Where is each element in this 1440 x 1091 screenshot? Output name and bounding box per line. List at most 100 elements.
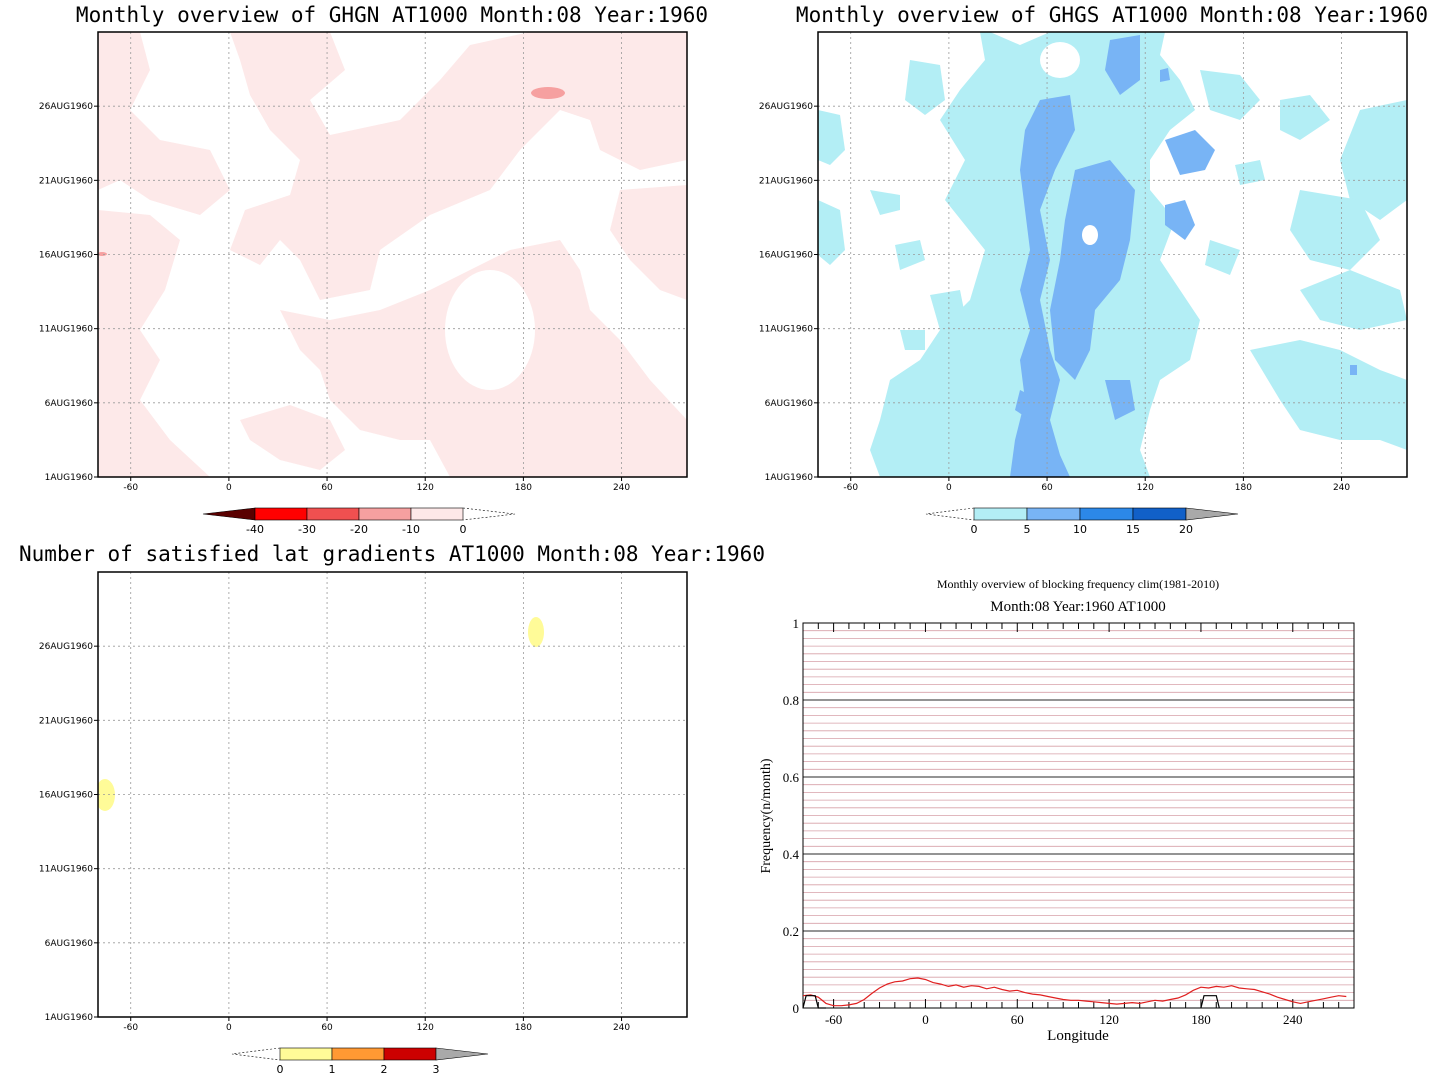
y-tick-label: 26AUG1960	[39, 642, 93, 652]
y-tick-label: 21AUG1960	[39, 176, 93, 186]
ghgs-fill-light	[930, 290, 965, 330]
ghgs-grid	[814, 32, 1407, 481]
y-tick-label: 16AUG1960	[39, 791, 93, 801]
x-tick-label: 180	[1191, 1012, 1211, 1027]
latgrad-y-tick-labels: 1AUG1960 6AUG1960 11AUG1960 16AUG1960 21AUG1…	[39, 642, 93, 1023]
panel-blocking: Monthly overview of blocking frequency c…	[759, 577, 1355, 1044]
x-tick-label: -60	[123, 483, 138, 493]
ghgs-fill-light	[1280, 95, 1330, 140]
ghgs-fill-light	[1290, 190, 1380, 270]
blocking-y-axis-label: Frequency(n/month)	[759, 758, 774, 873]
ghgn-fill-medium	[98, 252, 107, 256]
x-tick-label: 60	[321, 1023, 333, 1033]
ghgn-x-tick-labels: -60 0 60 120 180 240	[123, 483, 630, 493]
colorbar-label: 1	[329, 1063, 336, 1076]
x-tick-label: 240	[613, 483, 630, 493]
x-tick-label: 60	[1041, 483, 1053, 493]
y-tick-label: 0.4	[783, 847, 800, 862]
colorbar-label: -10	[402, 523, 420, 536]
ghgs-fill-light	[1340, 100, 1407, 220]
panel-latgrad-title: Number of satisfied lat gradients AT1000…	[19, 542, 765, 566]
colorbar-box	[1079, 507, 1134, 521]
x-tick-label: 120	[1137, 483, 1154, 493]
x-tick-label: 60	[321, 483, 333, 493]
x-tick-label: -60	[843, 483, 858, 493]
blocking-x-ticks: -60 0 60 120 180 240	[802, 623, 1355, 1027]
ghgs-fill-light	[818, 110, 845, 165]
y-tick-label: 11AUG1960	[39, 865, 93, 875]
ghgs-fill-medium	[1015, 390, 1030, 420]
latgrad-x-tick-labels: -60 0 60 120 180 240	[123, 1023, 630, 1033]
x-tick-label: 0	[922, 1012, 929, 1027]
colorbar-box	[306, 507, 360, 521]
ghgs-fill-medium	[1165, 130, 1215, 175]
colorbar-triangle	[435, 1047, 489, 1061]
y-tick-label: 0.8	[783, 693, 799, 708]
y-tick-label: 0.2	[783, 924, 799, 939]
ghgn-plot-frame	[97, 31, 688, 478]
ghgs-fill-light	[870, 190, 900, 215]
ghgs-fill-light	[895, 240, 925, 270]
colorbar-label: -30	[298, 523, 316, 536]
y-tick-label: 21AUG1960	[759, 176, 813, 186]
colorbar-label: 0	[971, 523, 978, 536]
colorbar-triangle	[1185, 507, 1239, 521]
ghgs-fill-light	[1235, 160, 1265, 185]
ghgs-fill-medium	[1160, 68, 1170, 82]
series-line-black	[1200, 995, 1220, 1009]
x-tick-label: 180	[515, 1023, 532, 1033]
ghgs-fill-medium	[1165, 200, 1195, 240]
x-tick-label: 0	[946, 483, 952, 493]
ghgs-colorbar: 0 5 10 15 20	[925, 507, 1239, 536]
blocking-x-axis-label: Longitude	[1047, 1028, 1109, 1044]
y-tick-label: 1AUG1960	[45, 1013, 94, 1023]
ghgs-fill-light	[1300, 270, 1407, 330]
ghgs-y-tick-labels: 1AUG1960 6AUG1960 11AUG1960 16AUG1960 21AUG1…	[759, 102, 813, 483]
colorbar-label: -40	[246, 523, 264, 536]
colorbar-box	[1132, 507, 1187, 521]
series-line-red	[802, 977, 1347, 1007]
x-tick-label: 180	[515, 483, 532, 493]
ghgs-fill-light	[1200, 70, 1260, 120]
ghgs-fill-light	[1205, 240, 1240, 275]
x-tick-label: -60	[123, 1023, 138, 1033]
latgrad-grid	[94, 572, 687, 1021]
series-line-black	[802, 995, 826, 1009]
ghgs-fill-medium	[1105, 380, 1135, 420]
colorbar-open-end	[925, 507, 975, 521]
colorbar-triangle	[202, 507, 256, 521]
blocking-y-ticks: 0 0.2 0.4 0.6 0.8 1	[783, 616, 800, 1016]
colorbar-label: 2	[381, 1063, 388, 1076]
y-tick-label: 21AUG1960	[39, 716, 93, 726]
ghgs-field-gap	[1040, 42, 1080, 78]
x-tick-label: 120	[417, 483, 434, 493]
y-tick-label: 1	[793, 616, 800, 631]
x-tick-label: 120	[417, 1023, 434, 1033]
colorbar-box	[358, 507, 412, 521]
x-tick-label: 240	[1283, 1012, 1303, 1027]
ghgn-fill-light	[445, 270, 535, 390]
y-tick-label: 11AUG1960	[39, 325, 93, 335]
y-tick-label: 0	[793, 1001, 800, 1016]
x-tick-label: 240	[613, 1023, 630, 1033]
x-tick-label: 180	[1235, 483, 1252, 493]
colorbar-box	[973, 507, 1028, 521]
ghgs-plot-frame	[817, 31, 1408, 478]
x-tick-label: 240	[1333, 483, 1350, 493]
colorbar-label: -20	[350, 523, 368, 536]
colorbar-label: 0	[277, 1063, 284, 1076]
y-tick-label: 1AUG1960	[765, 473, 814, 483]
colorbar-box	[254, 507, 308, 521]
ghgs-fill-medium	[1050, 160, 1135, 380]
y-tick-label: 11AUG1960	[759, 325, 813, 335]
colorbar-box	[410, 507, 464, 521]
colorbar-label: 5	[1024, 523, 1031, 536]
x-tick-label: 120	[1099, 1012, 1119, 1027]
colorbar-label: 10	[1073, 523, 1087, 536]
x-tick-label: 60	[1011, 1012, 1024, 1027]
x-tick-label: -60	[825, 1012, 842, 1027]
colorbar-label: 3	[433, 1063, 440, 1076]
y-tick-label: 16AUG1960	[759, 251, 813, 261]
latgrad-spot	[528, 617, 544, 647]
